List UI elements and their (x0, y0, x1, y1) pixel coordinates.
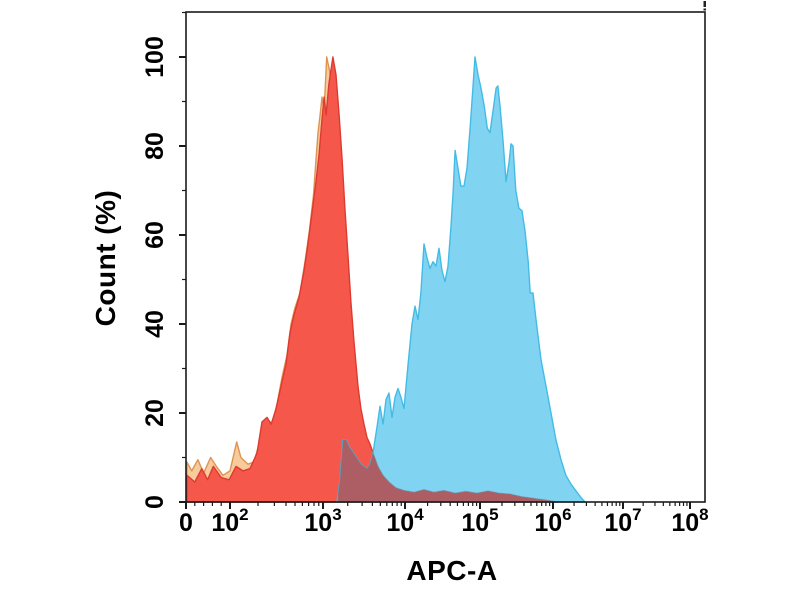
x-tick-label: 102 (211, 505, 248, 537)
y-tick-label: 40 (141, 310, 169, 338)
x-tick-label: 0 (179, 509, 193, 537)
y-tick-label: 100 (141, 36, 169, 78)
x-tick-label: 105 (461, 505, 498, 537)
blue-histogram (336, 56, 586, 503)
x-tick-label: 107 (604, 505, 641, 537)
x-tick-label: 104 (386, 505, 424, 537)
x-tick-label: 108 (671, 505, 708, 537)
x-tick-label: 103 (304, 505, 341, 537)
y-tick-label: 60 (141, 221, 169, 249)
y-axis-title: Count (%) (90, 189, 121, 327)
plot-border (185, 11, 706, 503)
corner-artifact-mark (703, 8, 706, 11)
red-blue-overlap-region (337, 439, 557, 503)
x-tick-label: 106 (534, 505, 571, 537)
x-axis-title: APC-A (406, 555, 498, 586)
y-tick-label: 20 (141, 399, 169, 427)
corner-artifact-mark (703, 1, 706, 7)
y-tick-label: 80 (141, 132, 169, 160)
y-tick-label: 0 (141, 495, 169, 509)
